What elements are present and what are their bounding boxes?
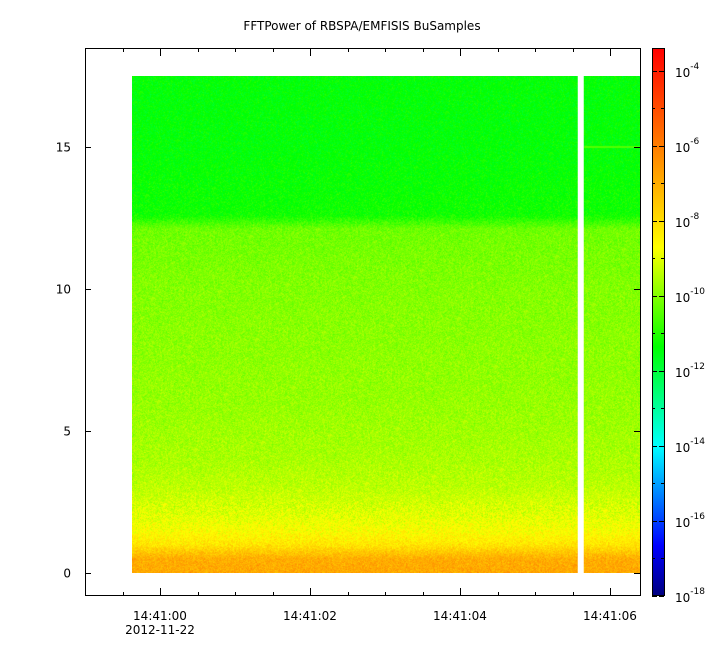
colorbar: 10-18 10-16 10-14 10-12 10-10 10-8 10-6 10-4 [652, 48, 705, 605]
colorbar-tick-label: 10-8 [675, 212, 700, 230]
y-tick-label: 15 [56, 141, 71, 155]
colorbar-tick-label: 10-12 [675, 362, 705, 380]
x-tick-label: 14:41:00 [133, 609, 187, 623]
colorbar-tick-label: 10-6 [675, 137, 700, 155]
colorbar-tick-label: 10-10 [675, 287, 705, 305]
spectrogram-heatmap [132, 76, 640, 573]
colorbar-scale [652, 48, 665, 596]
plot-area [85, 48, 641, 596]
colorbar-tick-label: 10-18 [675, 587, 705, 605]
colorbar-tick-label: 10-14 [675, 437, 705, 455]
x-tick-date-label: 2012-11-22 [125, 623, 195, 637]
plot-frame [85, 48, 641, 596]
y-axis: 0 5 10 15 [56, 141, 640, 581]
heatmap-cells [132, 76, 640, 573]
y-tick-label: 10 [56, 283, 71, 297]
x-tick-label: 14:41:06 [583, 609, 637, 623]
colorbar-tick-label: 10-4 [675, 62, 700, 80]
chart-title: FFTPower of RBSPA/EMFISIS BuSamples [243, 19, 480, 33]
data-gap [577, 76, 584, 573]
y-tick-label: 0 [63, 567, 71, 581]
x-tick-label: 14:41:04 [433, 609, 487, 623]
colorbar-tick-label: 10-16 [675, 512, 705, 530]
y-tick-label: 5 [63, 425, 71, 439]
x-tick-label: 14:41:02 [283, 609, 337, 623]
